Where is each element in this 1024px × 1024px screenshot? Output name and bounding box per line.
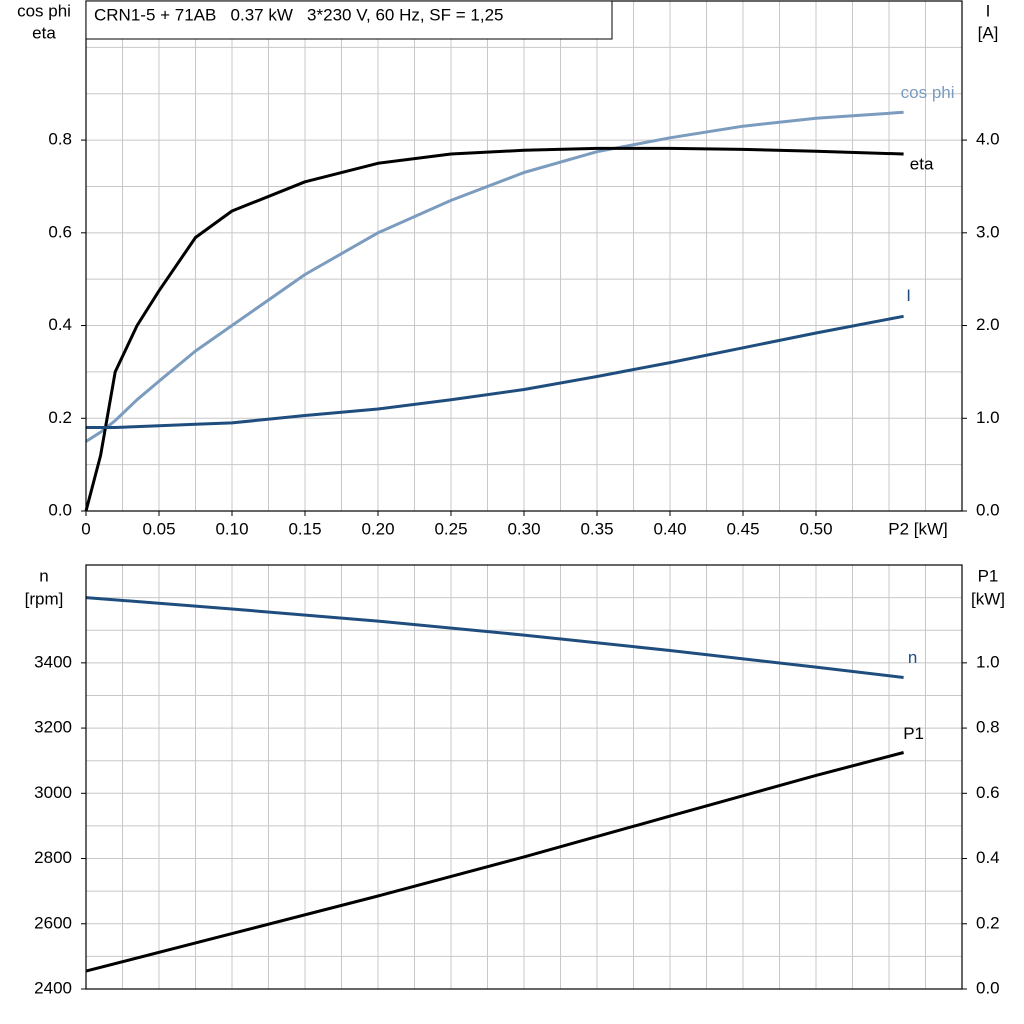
y2-axis-label: I — [986, 1, 991, 20]
y-axis-label: [rpm] — [25, 589, 64, 608]
y-axis-label: n — [39, 566, 48, 585]
y2-tick-label: 4.0 — [976, 130, 1000, 149]
x-tick-label: 0.35 — [580, 519, 613, 538]
series-label: I — [906, 286, 911, 305]
y2-tick-label: 0.4 — [976, 848, 1000, 867]
x-tick-label: 0.40 — [653, 519, 686, 538]
y2-tick-label: 0.8 — [976, 718, 1000, 737]
y2-tick-label: 1.0 — [976, 408, 1000, 427]
series-label: n — [908, 648, 917, 667]
x-tick-label: 0.30 — [507, 519, 540, 538]
y-tick-label: 2400 — [34, 978, 72, 997]
x-tick-label: 0.45 — [726, 519, 759, 538]
y-tick-label: 3200 — [34, 718, 72, 737]
y2-axis-label: P1 — [978, 566, 999, 585]
y2-tick-label: 3.0 — [976, 222, 1000, 241]
y-tick-label: 0.2 — [48, 408, 72, 427]
y-tick-label: 3400 — [34, 652, 72, 671]
y-tick-label: 0.4 — [48, 315, 72, 334]
y-axis-label: eta — [32, 23, 56, 42]
y-tick-label: 0.6 — [48, 222, 72, 241]
series-label: P1 — [903, 724, 924, 743]
series-label: eta — [910, 154, 934, 173]
x-tick-label: 0.50 — [799, 519, 832, 538]
chart-title: CRN1-5 + 71AB 0.37 kW 3*230 V, 60 Hz, SF… — [94, 5, 503, 24]
y-tick-label: 3000 — [34, 783, 72, 802]
y2-tick-label: 0.0 — [976, 978, 1000, 997]
y-tick-label: 0.0 — [48, 500, 72, 519]
x-tick-label: 0.05 — [142, 519, 175, 538]
x-tick-label: 0.15 — [288, 519, 321, 538]
y2-tick-label: 2.0 — [976, 315, 1000, 334]
x-tick-label: 0.25 — [434, 519, 467, 538]
series-line — [85, 596, 904, 679]
x-tick-label: 0.10 — [215, 519, 248, 538]
y2-tick-label: 1.0 — [976, 652, 1000, 671]
x-tick-label: 0 — [81, 519, 90, 538]
y-axis-label: cos phi — [17, 1, 71, 20]
y-tick-label: 2600 — [34, 913, 72, 932]
series-line — [86, 314, 904, 429]
y2-tick-label: 0.0 — [976, 500, 1000, 519]
y2-tick-label: 0.6 — [976, 783, 1000, 802]
plot-frame — [85, 564, 963, 990]
series-line — [85, 751, 904, 973]
y-tick-label: 2800 — [34, 848, 72, 867]
x-axis-label: P2 [kW] — [888, 519, 948, 538]
series-line — [84, 146, 904, 512]
y2-tick-label: 0.2 — [976, 913, 1000, 932]
y2-axis-label: [A] — [978, 23, 999, 42]
series-label: cos phi — [901, 83, 955, 102]
y-tick-label: 0.8 — [48, 130, 72, 149]
y2-axis-label: [kW] — [971, 589, 1005, 608]
series-line — [85, 110, 904, 443]
x-tick-label: 0.20 — [361, 519, 394, 538]
title-box — [85, 0, 613, 40]
